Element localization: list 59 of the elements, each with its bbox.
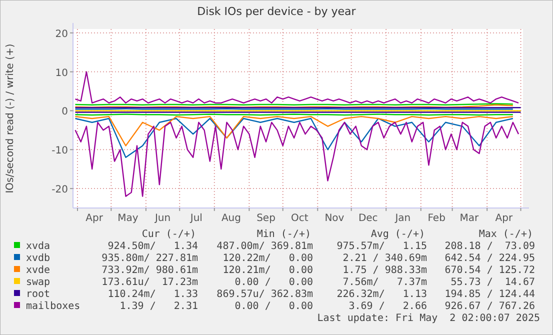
line-series — [74, 71, 520, 104]
x-tick-label: Jul — [189, 213, 202, 224]
text: 1.39 / 2.31 — [120, 301, 198, 312]
text: 0.00 / 0.00 — [234, 277, 313, 288]
x-tick-label: Dec — [358, 213, 378, 224]
line-series — [74, 118, 514, 158]
y-tick-label: -10 — [52, 146, 68, 157]
y-axis-title: IOs/second read (-) / write (+) — [5, 44, 16, 194]
text: 1.75 / 988.33m — [342, 265, 427, 276]
text: 975.57m/ 1.15 — [336, 241, 427, 252]
text: 55.73 / 14.67 — [450, 277, 535, 288]
x-tick-label: Mar — [460, 213, 480, 224]
x-tick-label: Jan — [394, 213, 411, 224]
y-tick-label: 20 — [55, 28, 68, 40]
text: 208.18 / 73.09 — [444, 241, 535, 252]
legend-label: xvdb — [26, 253, 50, 264]
x-tick-label: Sep — [256, 213, 276, 224]
text: 120.22m/ 0.00 — [222, 253, 313, 264]
text: Last update: Fri May 2 02:00:07 2025 — [317, 313, 540, 324]
x-tick-label: Apr — [495, 213, 514, 224]
x-tick-label: Jun — [154, 213, 171, 224]
x-tick-label: Oct — [291, 213, 308, 224]
text: 935.80m/ 227.81m — [102, 253, 198, 264]
text: Min (-/+) — [256, 229, 311, 240]
y-tick-label: -20 — [52, 184, 68, 196]
text: 642.54 / 224.95 — [444, 253, 535, 264]
text: 924.50m/ 1.34 — [108, 241, 198, 252]
y-tick-label: 0 — [62, 106, 68, 118]
x-tick-label: May — [118, 213, 138, 224]
legend-label: root — [26, 289, 50, 300]
text: 194.85 / 124.44 — [444, 289, 535, 300]
y-tick-label: 10 — [55, 68, 68, 79]
text: 926.67 / 767.26 — [444, 301, 535, 312]
text: Max (-/+) — [478, 229, 533, 240]
x-tick-label: Feb — [428, 213, 446, 224]
text: 120.21m/ 0.00 — [222, 265, 313, 276]
text: 226.32m/ 1.13 — [336, 289, 427, 300]
legend-label: xvde — [26, 265, 50, 276]
text: Cur (-/+) — [142, 229, 196, 240]
text: 869.57u/ 362.83m — [216, 289, 313, 300]
text: 110.24m/ 1.33 — [108, 289, 198, 300]
text: 7.56m/ 7.37m — [342, 277, 427, 288]
line-series — [74, 122, 520, 197]
legend-label: swap — [26, 277, 50, 288]
legend-label: mailboxes — [26, 301, 80, 312]
text: 3.69 / 2.66 — [348, 301, 427, 312]
x-tick-label: Aug — [221, 213, 241, 224]
text: 2.21 / 340.69m — [342, 253, 427, 264]
text: 733.92m/ 980.61m — [102, 265, 198, 276]
x-tick-label: Apr — [86, 213, 104, 224]
legend-label: xvda — [26, 241, 50, 252]
text: 173.61u/ 17.23m — [102, 277, 198, 288]
text: 0.00 / 0.00 — [234, 301, 313, 312]
x-tick-label: Nov — [324, 213, 344, 224]
line-series — [74, 116, 514, 146]
text: Avg (-/+) — [370, 229, 425, 240]
chart-title: Disk IOs per device - by year — [197, 5, 356, 18]
text: 670.54 / 125.72 — [444, 265, 535, 276]
text: 487.00m/ 369.81m — [216, 241, 313, 252]
